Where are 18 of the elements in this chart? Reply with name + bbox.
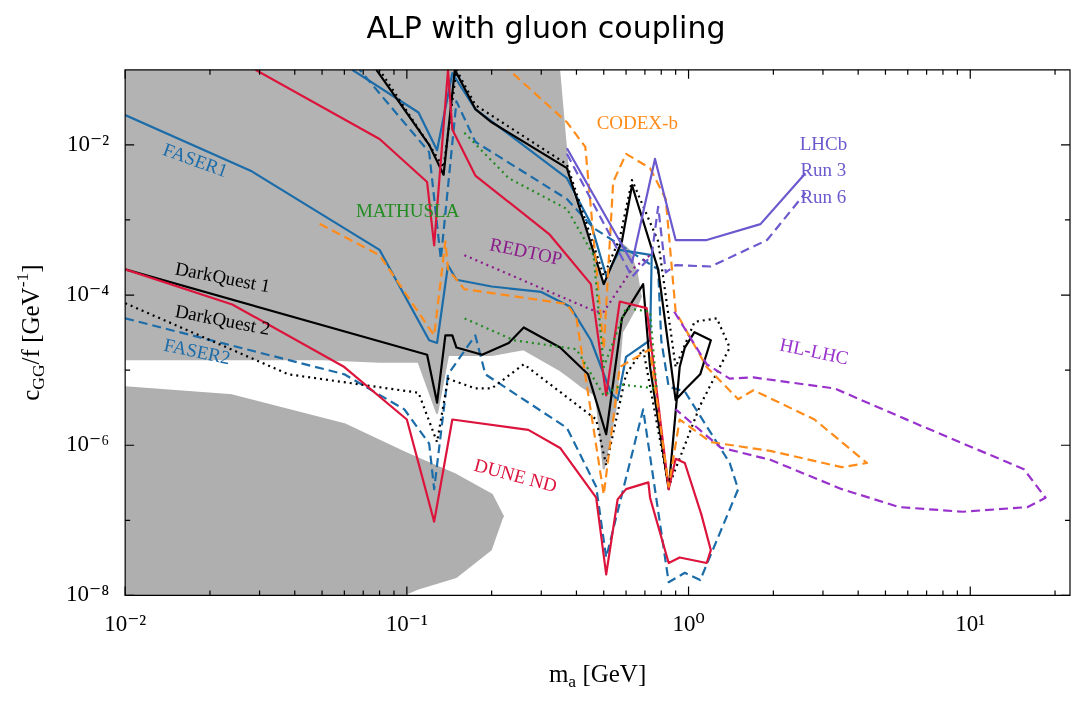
text: REDTOP: [487, 233, 565, 270]
chart-title: ALP with gluon coupling: [365, 9, 727, 47]
y-tick-label: 10⁻⁸: [65, 581, 110, 607]
text: HL-LHC: [778, 333, 851, 369]
series-label: CODEX-b: [596, 111, 678, 133]
x-tick-label: 10⁻¹: [385, 611, 428, 637]
series-label: Run 6: [800, 186, 847, 208]
x-tick-label: 10⁰: [672, 611, 705, 637]
text: DarkQuest 1: [173, 257, 273, 297]
y-tick-label: 10⁻²: [67, 130, 110, 156]
x-tick-label: 10⁻²: [104, 611, 147, 637]
annotation: LHCb: [799, 132, 848, 154]
y-tick-label: 10⁻⁶: [65, 431, 110, 457]
series-label: Run 3: [800, 159, 847, 181]
y-tick-label: 10⁻⁴: [65, 281, 110, 307]
y-axis-title: cGG/f [GeV-1]: [11, 264, 49, 401]
x-tick-label: 10¹: [955, 611, 986, 637]
text: DUNE ND: [472, 454, 560, 497]
